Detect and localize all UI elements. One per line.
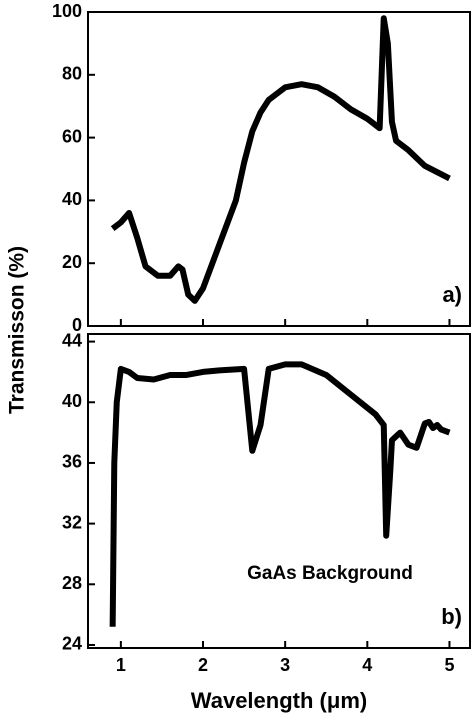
plot-frame (87, 11, 471, 327)
data-line (109, 361, 451, 627)
y-axis-title: Transmisson (%) (6, 246, 29, 414)
plot-frame (87, 333, 471, 649)
y-tick-label: 32 (62, 512, 82, 532)
data-line (110, 15, 451, 304)
x-tick-label: 1 (116, 655, 126, 675)
x-tick-label: 5 (444, 655, 454, 675)
y-tick-label: 28 (62, 573, 82, 593)
y-tick-label: 44 (62, 330, 82, 350)
y-tick-label: 40 (62, 391, 82, 411)
y-tick-label: 80 (62, 64, 82, 84)
y-tick-label: 36 (62, 452, 82, 472)
y-tick-label: 100 (52, 1, 82, 21)
y-tick-label: 40 (62, 189, 82, 209)
y-tick-label: 20 (62, 252, 82, 272)
x-tick-label: 2 (198, 655, 208, 675)
annotation: GaAs Background (247, 563, 413, 584)
y-tick-label: 24 (62, 634, 82, 654)
y-tick-label: 0 (72, 315, 82, 335)
x-tick-label: 3 (280, 655, 290, 675)
x-axis-title: Wavelength (μm) (191, 688, 367, 713)
panel-label: a) (442, 282, 462, 307)
panel-label: b) (441, 604, 462, 629)
x-tick-label: 4 (362, 655, 372, 675)
y-tick-label: 60 (62, 126, 82, 146)
